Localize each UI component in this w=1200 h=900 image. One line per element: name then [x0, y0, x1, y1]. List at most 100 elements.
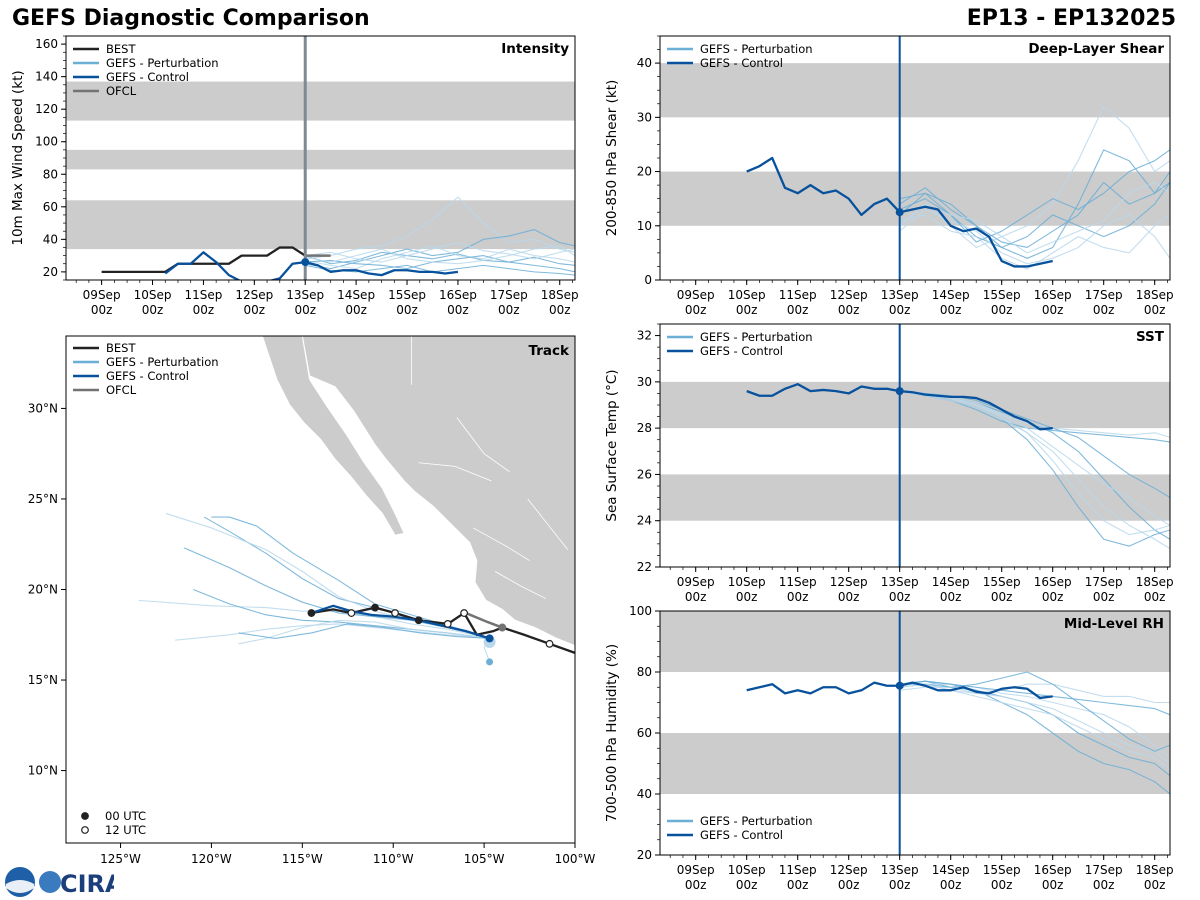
shear-xtick-label: 15Sep: [983, 288, 1021, 302]
rh-init-marker: [895, 681, 904, 690]
shear-title: Deep-Layer Shear: [1028, 41, 1164, 57]
state-border: [494, 571, 547, 599]
track-ytick-label: 20°N: [28, 583, 58, 597]
sst-xtick-sublabel: 00z: [889, 590, 911, 604]
panel-sst: 22242628303209Sep00z10Sep00z11Sep00z12Se…: [604, 323, 1174, 604]
intensity-band: [66, 149, 575, 170]
intensity-title: Intensity: [501, 41, 569, 57]
shear-ytick-label: 0: [644, 273, 652, 287]
intensity-perturbation-line: [305, 255, 575, 273]
sst-legend-label: GEFS - Perturbation: [700, 330, 813, 344]
sst-plot-area: [660, 324, 1170, 567]
track-legend-label: GEFS - Perturbation: [106, 355, 219, 369]
sst-xtick-label: 18Sep: [1136, 575, 1174, 589]
shear-ytick-label: 10: [637, 219, 652, 233]
intensity-xtick-label: 16Sep: [439, 288, 477, 302]
noaa-cira-logo: CIRA: [5, 867, 114, 898]
sst-band: [660, 381, 1170, 429]
sst-xtick-sublabel: 00z: [685, 590, 707, 604]
sst-ytick-label: 28: [637, 421, 652, 435]
shear-xtick-label: 18Sep: [1136, 288, 1174, 302]
track-xtick-label: 115°W: [282, 852, 323, 866]
shear-perturbation-line: [899, 149, 1170, 259]
rh-xtick-sublabel: 00z: [1093, 878, 1115, 892]
track-best-marker: [391, 609, 399, 617]
intensity-xtick-sublabel: 00z: [294, 303, 316, 317]
rh-xtick-label: 14Sep: [932, 863, 970, 877]
track-legend-label: OFCL: [106, 383, 137, 397]
sst-xtick-label: 16Sep: [1034, 575, 1072, 589]
sst-xtick-label: 09Sep: [677, 575, 715, 589]
sst-xtick-sublabel: 00z: [736, 590, 758, 604]
track-ofcl-marker: [498, 623, 507, 632]
sst-ytick-label: 24: [637, 514, 652, 528]
shear-xtick-label: 16Sep: [1034, 288, 1072, 302]
sst-xtick-label: 14Sep: [932, 575, 970, 589]
sst-xtick-label: 13Sep: [881, 575, 919, 589]
intensity-xtick-label: 11Sep: [184, 288, 222, 302]
track-best-marker: [371, 603, 379, 612]
track-xtick-label: 105°W: [464, 852, 505, 866]
intensity-xtick-sublabel: 00z: [549, 303, 571, 317]
rh-xtick-sublabel: 00z: [685, 878, 707, 892]
rh-xtick-sublabel: 00z: [838, 878, 860, 892]
page-title: GEFS Diagnostic Comparison: [12, 6, 370, 31]
rh-xtick-sublabel: 00z: [889, 878, 911, 892]
shear-perturbation-line: [899, 182, 1170, 249]
rh-ytick-label: 100: [629, 604, 652, 618]
sst-xtick-label: 15Sep: [983, 575, 1021, 589]
sst-legend-label: GEFS - Control: [700, 344, 783, 358]
intensity-control-line: [164, 251, 459, 280]
rh-perturbation-line: [899, 671, 1170, 752]
rh-xtick-label: 12Sep: [830, 863, 868, 877]
shear-band: [660, 63, 1170, 118]
sst-ytick-label: 26: [637, 467, 652, 481]
track-control-init: [485, 634, 494, 643]
intensity-init-marker: [301, 258, 310, 267]
shear-xtick-sublabel: 00z: [940, 303, 962, 317]
shear-perturbation-line: [899, 149, 1170, 243]
rh-xtick-sublabel: 00z: [787, 878, 809, 892]
shear-ytick-label: 40: [637, 56, 652, 70]
intensity-xtick-sublabel: 00z: [142, 303, 164, 317]
track-best-marker: [414, 616, 423, 625]
shear-xtick-sublabel: 00z: [736, 303, 758, 317]
rh-plot-area: [660, 611, 1170, 855]
sst-band: [660, 474, 1170, 521]
shear-xtick-label: 09Sep: [677, 288, 715, 302]
rh-xtick-sublabel: 00z: [736, 878, 758, 892]
shear-ytick-label: 20: [637, 165, 652, 179]
intensity-xtick-sublabel: 00z: [193, 303, 215, 317]
rh-xtick-label: 17Sep: [1085, 863, 1123, 877]
rh-xtick-label: 15Sep: [983, 863, 1021, 877]
sst-xtick-sublabel: 00z: [838, 590, 860, 604]
rh-xtick-sublabel: 00z: [940, 878, 962, 892]
sst-xtick-label: 12Sep: [830, 575, 868, 589]
panel-intensity: 2040608010012014016009Sep00z10Sep00z11Se…: [10, 35, 579, 317]
shear-perturbation-line: [899, 214, 1170, 270]
state-border: [473, 527, 530, 561]
shear-ylabel: 200-850 hPa Shear (kt): [604, 80, 620, 237]
intensity-xtick-label: 18Sep: [541, 288, 579, 302]
intensity-perturbation-line: [305, 242, 575, 263]
sst-perturbation-line: [899, 390, 1170, 549]
track-best-marker: [347, 609, 356, 617]
shear-init-marker: [895, 208, 904, 217]
rh-band: [660, 733, 1170, 794]
shear-xtick-sublabel: 00z: [889, 303, 911, 317]
baja-california-land: [261, 336, 405, 536]
rh-title: Mid-Level RH: [1064, 616, 1164, 632]
intensity-best-line: [101, 246, 306, 274]
track-best-marker: [545, 639, 554, 648]
intensity-xtick-sublabel: 00z: [396, 303, 418, 317]
rh-xtick-sublabel: 00z: [1144, 878, 1166, 892]
track-xtick-label: 110°W: [373, 852, 414, 866]
track-perturbation-line: [238, 619, 492, 645]
rh-perturbation-line: [899, 680, 1170, 716]
track-marker-legend-symbol: [81, 826, 89, 834]
track-title: Track: [529, 343, 570, 359]
track-legend-label: BEST: [106, 341, 136, 355]
shear-ytick-label: 30: [637, 110, 652, 124]
intensity-legend-label: GEFS - Control: [106, 70, 189, 84]
